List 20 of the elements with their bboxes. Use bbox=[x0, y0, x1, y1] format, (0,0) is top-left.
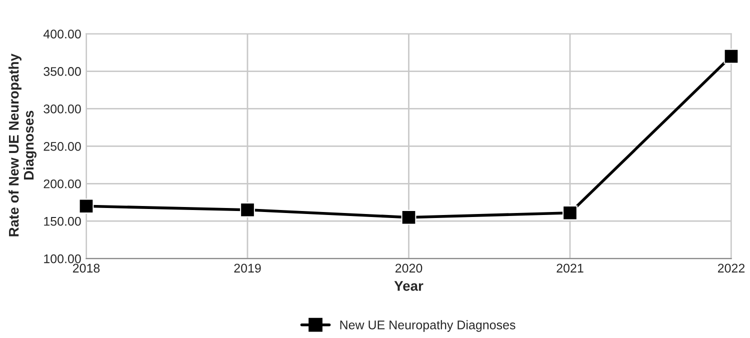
point bbox=[562, 205, 578, 220]
y-tick-label: 200.00 bbox=[44, 179, 81, 188]
y-tick-label: 250.00 bbox=[44, 142, 81, 151]
point bbox=[724, 48, 739, 64]
x-tick-label: 2018 bbox=[72, 264, 100, 273]
x-axis-title: Year bbox=[394, 281, 424, 291]
point bbox=[240, 202, 255, 218]
y-axis-title: Rate of New UE Neuropathy Diagnoses bbox=[8, 54, 36, 236]
y-tick-label: 100.00 bbox=[44, 254, 81, 264]
x-tick-label: 2020 bbox=[395, 264, 422, 273]
x-tick-label: 2022 bbox=[718, 264, 745, 273]
y-tick-label: 150.00 bbox=[44, 216, 81, 226]
x-tick-label: 2021 bbox=[556, 264, 584, 273]
x-tick-label: 2019 bbox=[234, 264, 261, 273]
y-tick-label: 400.00 bbox=[43, 30, 81, 38]
legend-label: New UE Neuropathy Diagnoses bbox=[340, 320, 516, 332]
point bbox=[78, 198, 94, 214]
y-tick-label: 300.00 bbox=[44, 104, 81, 114]
point bbox=[401, 210, 416, 225]
y-tick-label: 350.00 bbox=[44, 67, 81, 76]
